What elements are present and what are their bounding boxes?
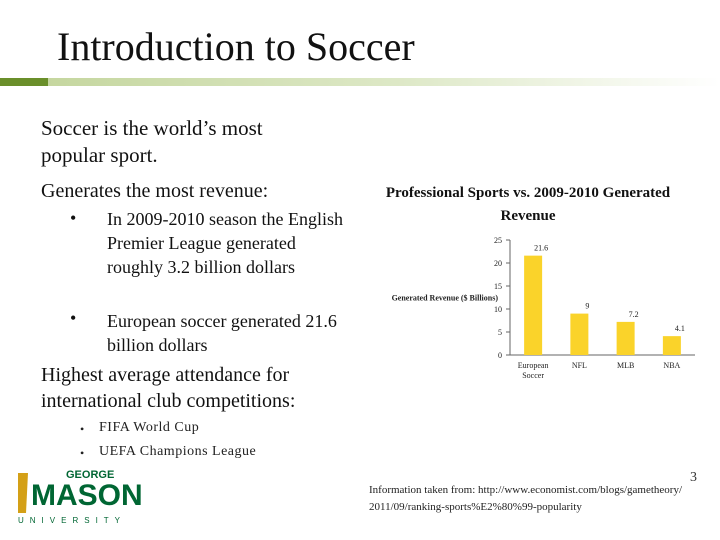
bullet-revenue: Generates the most revenue: — [41, 180, 269, 202]
bullet-dot: • — [80, 446, 85, 460]
bar-value-label: 7.2 — [629, 310, 639, 319]
y-tick-label: 25 — [494, 236, 502, 245]
title-rule — [0, 78, 720, 86]
logo-emblem — [18, 473, 28, 513]
bullet-popular-sport-text: Soccer is the world’s most popular sport… — [41, 116, 263, 167]
logo-word-main: MASON — [31, 479, 143, 512]
sub-bullet-premier-league: In 2009-2010 season the English Premier … — [107, 209, 343, 277]
x-category-label: European — [518, 361, 549, 370]
y-tick-label: 5 — [498, 328, 502, 337]
y-tick-label: 20 — [494, 259, 502, 268]
y-tick-label: 15 — [494, 282, 502, 291]
x-category-label: Soccer — [522, 371, 544, 380]
x-category-label: MLB — [617, 361, 634, 370]
y-tick-label: 10 — [494, 305, 502, 314]
source-credit: Information taken from: http://www.econo… — [369, 482, 682, 516]
george-mason-logo: GEORGE MASON UNIVERSITY — [18, 469, 143, 525]
bullet-dot: • — [70, 208, 77, 228]
bar-value-label: 4.1 — [675, 324, 685, 333]
source-credit-line2: 2011/09/ranking-sports%E2%80%99-populari… — [369, 501, 582, 513]
slide-title: Introduction to Soccer — [57, 24, 415, 69]
x-category-label: NBA — [663, 361, 680, 370]
bullet-popular-sport: Soccer is the world’s most popular sport… — [41, 115, 321, 169]
bullet-dot: • — [70, 308, 77, 328]
x-category-label: NFL — [572, 361, 587, 370]
bar — [616, 321, 635, 355]
bar — [662, 336, 681, 355]
revenue-bar-chart: 0 5 10 15 20 25 Generated Revenue ($ Billions)… — [392, 236, 695, 380]
bar — [570, 313, 589, 355]
y-axis-label: Generated Revenue ($ Billions) — [392, 294, 499, 303]
source-credit-line1: Information taken from: http://www.econo… — [369, 484, 683, 496]
page-number: 3 — [690, 470, 697, 485]
y-tick-label: 0 — [498, 351, 502, 360]
logo-word-top: GEORGE — [66, 469, 114, 481]
bullet-attendance: Highest average attendance for internati… — [41, 364, 296, 412]
logo-word-bottom: UNIVERSITY — [18, 516, 126, 525]
small-bullet-champions-league: UEFA Champions League — [99, 444, 257, 459]
bullet-dot: • — [80, 422, 85, 436]
small-bullet-world-cup: FIFA World Cup — [99, 420, 200, 435]
bar-value-label: 9 — [585, 302, 589, 311]
title-rule-light — [0, 78, 720, 86]
sub-bullet-european-soccer: European soccer generated 21.6 billion d… — [107, 311, 337, 355]
chart-title: Professional Sports vs. 2009-2010 Genera… — [385, 185, 671, 224]
title-rule-dark — [0, 78, 48, 86]
bar — [524, 255, 543, 355]
bar-value-label: 21.6 — [534, 244, 548, 253]
